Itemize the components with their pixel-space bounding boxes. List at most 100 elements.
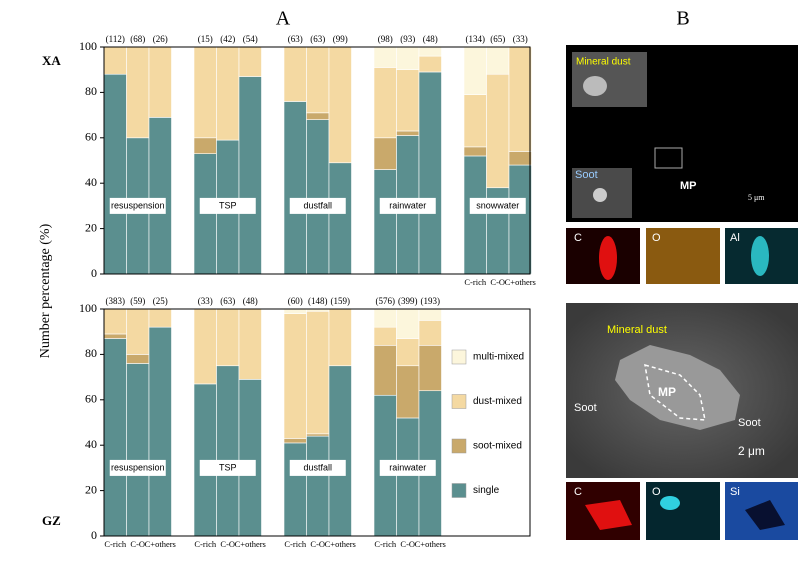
group-label: TSP <box>219 462 237 472</box>
count-label: (65) <box>490 34 505 44</box>
legend-swatch <box>451 394 467 409</box>
bar-segment <box>103 338 127 537</box>
panel-label: B <box>676 8 689 30</box>
count-label: (15) <box>198 34 213 44</box>
image-label: Soot <box>575 169 598 181</box>
x-tick-label: C-rich <box>284 539 306 549</box>
bar-segment <box>328 365 352 537</box>
y-tick-label: 80 <box>85 346 97 360</box>
y-tick-label: 80 <box>85 84 97 98</box>
x-tick-label: C-rich <box>374 539 396 549</box>
bar-segment <box>126 354 150 364</box>
group-label: dustfall <box>303 200 332 210</box>
x-tick-label: C-O <box>310 539 325 549</box>
bar-segment <box>328 162 352 275</box>
bar-segment <box>103 46 127 75</box>
count-label: (59) <box>130 296 145 306</box>
image-label: Mineral dust <box>607 324 667 336</box>
bar-segment <box>238 308 262 380</box>
bar-segment <box>486 73 510 189</box>
bar-segment <box>126 46 150 139</box>
x-tick-label: C+others <box>415 539 446 549</box>
count-label: (99) <box>333 34 348 44</box>
bar-segment <box>216 308 240 367</box>
group-label: snowwater <box>476 200 519 210</box>
bar-segment <box>238 46 262 77</box>
bar-segment <box>193 137 217 154</box>
bar-segment <box>463 155 487 275</box>
x-tick-label: C+others <box>235 539 266 549</box>
bar-segment <box>508 46 532 152</box>
sem-image-2: Mineral dust MP Soot Soot 2 μm <box>566 303 798 478</box>
bar-segment <box>373 169 397 275</box>
legend-swatch <box>451 483 467 498</box>
count-label: (576) <box>376 296 396 306</box>
count-label: (134) <box>466 34 486 44</box>
count-label: (148) <box>308 296 328 306</box>
legend-label: single <box>473 485 500 496</box>
count-label: (54) <box>243 34 258 44</box>
count-label: (33) <box>198 296 213 306</box>
bar-segment <box>418 55 442 73</box>
x-tick-label: C-rich <box>194 539 216 549</box>
count-label: (383) <box>106 296 126 306</box>
x-tick-label: C-O <box>490 277 505 287</box>
bar-segment <box>148 326 172 537</box>
y-tick-label: 40 <box>85 437 97 451</box>
image-label: Soot <box>574 402 597 414</box>
x-tick-label: C-O <box>220 539 235 549</box>
group-box <box>379 197 436 214</box>
bar-segment <box>328 308 352 367</box>
bar-segment <box>283 308 307 314</box>
bar-segment <box>396 46 420 71</box>
y-tick-label: 60 <box>85 392 97 406</box>
count-label: (48) <box>423 34 438 44</box>
bar-segment <box>148 46 172 118</box>
bar-segment <box>306 46 330 114</box>
image-label: MP <box>680 180 697 192</box>
bar-segment <box>418 308 442 321</box>
x-tick-label: C-rich <box>464 277 486 287</box>
count-label: (399) <box>398 296 418 306</box>
count-label: (42) <box>220 34 235 44</box>
x-tick-label: C-rich <box>104 539 126 549</box>
bar-segment <box>283 313 307 439</box>
group-box <box>199 459 256 476</box>
y-tick-label: 40 <box>85 175 97 189</box>
count-label: (63) <box>220 296 235 306</box>
legend-label: dust-mixed <box>473 396 522 407</box>
x-tick-label: C-O <box>130 539 145 549</box>
count-label: (63) <box>310 34 325 44</box>
map-label: C <box>574 486 582 498</box>
bar-segment <box>283 442 307 537</box>
count-label: (159) <box>331 296 351 306</box>
scale-label: 2 μm <box>738 444 765 458</box>
count-label: (60) <box>288 296 303 306</box>
map-label: O <box>652 486 661 498</box>
count-label: (26) <box>153 34 168 44</box>
bar-segment <box>148 117 172 275</box>
bar-segment <box>216 46 240 141</box>
image-label: Soot <box>738 417 761 429</box>
count-label: (98) <box>378 34 393 44</box>
y-tick-label: 20 <box>85 220 97 234</box>
group-box <box>289 459 346 476</box>
x-tick-label: C+others <box>505 277 536 287</box>
element-maps-2: C O Si <box>566 482 798 540</box>
bar-segment <box>396 365 420 419</box>
bar-segment <box>418 46 442 57</box>
y-axis-label: Number percentage (%) <box>38 223 53 358</box>
y-tick-label: 20 <box>85 482 97 496</box>
bar-segment <box>373 67 397 139</box>
bar-segment <box>508 164 532 275</box>
map-label: O <box>652 232 661 244</box>
bar-segment <box>283 46 307 102</box>
y-tick-label: 100 <box>79 301 97 315</box>
bar-segment <box>463 46 487 95</box>
bar-segment <box>148 308 172 328</box>
group-label: dustfall <box>303 462 332 472</box>
element-maps-1: C O Al <box>566 228 798 284</box>
bar-segment <box>396 417 420 537</box>
bar-segment <box>373 345 397 396</box>
